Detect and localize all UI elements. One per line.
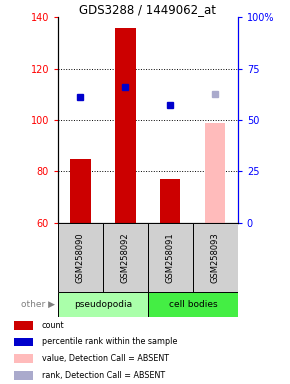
- Bar: [205, 122, 225, 223]
- Bar: [160, 179, 180, 223]
- Bar: [14, 371, 33, 380]
- Bar: [148, 223, 193, 292]
- Bar: [14, 321, 33, 329]
- Text: pseudopodia: pseudopodia: [74, 300, 132, 309]
- Text: other ▶: other ▶: [21, 300, 55, 309]
- Bar: [148, 292, 238, 317]
- Text: GSM258093: GSM258093: [211, 232, 220, 283]
- Text: GSM258090: GSM258090: [76, 232, 85, 283]
- Bar: [115, 28, 135, 223]
- Title: GDS3288 / 1449062_at: GDS3288 / 1449062_at: [79, 3, 216, 16]
- Bar: [103, 223, 148, 292]
- Bar: [14, 354, 33, 363]
- Text: GSM258091: GSM258091: [166, 232, 175, 283]
- Text: rank, Detection Call = ABSENT: rank, Detection Call = ABSENT: [41, 371, 165, 380]
- Text: percentile rank within the sample: percentile rank within the sample: [41, 338, 177, 346]
- Bar: [58, 292, 148, 317]
- Bar: [193, 223, 238, 292]
- Bar: [70, 159, 90, 223]
- Text: cell bodies: cell bodies: [168, 300, 217, 309]
- Bar: [58, 223, 103, 292]
- Text: count: count: [41, 321, 64, 330]
- Text: GSM258092: GSM258092: [121, 232, 130, 283]
- Bar: [14, 338, 33, 346]
- Text: value, Detection Call = ABSENT: value, Detection Call = ABSENT: [41, 354, 168, 363]
